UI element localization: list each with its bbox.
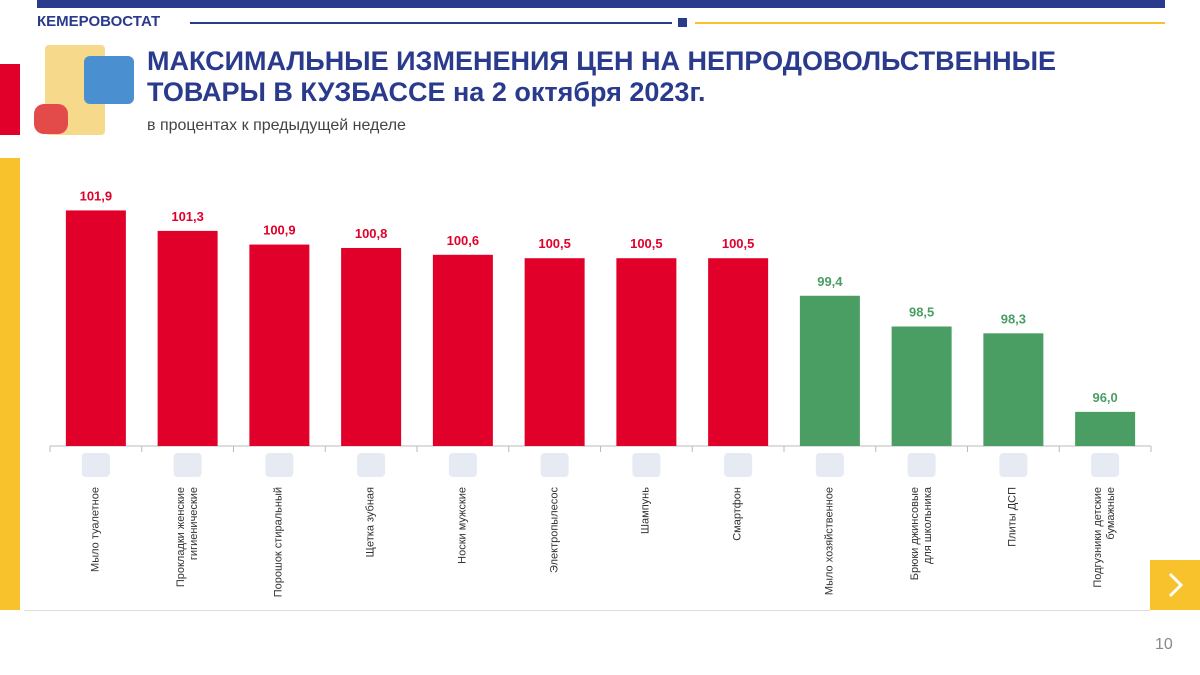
category-icon	[1091, 453, 1120, 477]
x-tick-label: Мыло туалетное	[89, 487, 102, 572]
category-icon	[540, 453, 569, 477]
title-illustration	[34, 104, 68, 134]
x-tick-label: Смартфон	[731, 487, 744, 541]
bar	[799, 295, 860, 446]
category-icon	[632, 453, 661, 477]
x-tick-label: Брюки джинсовые для школьника	[908, 487, 934, 581]
x-tick-label: Плиты ДСП	[1006, 487, 1019, 547]
data-label: 100,5	[630, 236, 663, 251]
title-illustration	[84, 56, 134, 104]
category-icon	[173, 453, 202, 477]
bar	[524, 258, 585, 446]
category-icon	[724, 453, 753, 477]
x-tick-label: Порошок стиральный	[272, 487, 285, 598]
x-tick-label: Мыло хозяйственное	[823, 487, 836, 596]
data-label: 100,8	[355, 226, 388, 241]
data-label: 101,3	[171, 209, 204, 224]
x-tick-label: Электропылесос	[548, 487, 561, 573]
category-icon	[999, 453, 1028, 477]
side-accent	[0, 158, 20, 610]
x-tick-label: Подгузники детские бумажные	[1092, 487, 1118, 588]
data-label: 98,5	[909, 305, 934, 320]
bar	[1075, 411, 1136, 446]
category-icon	[815, 453, 844, 477]
next-arrow[interactable]	[1150, 560, 1200, 610]
x-tick-label: Носки мужские	[456, 487, 469, 564]
rule	[190, 22, 672, 24]
page-number: 10	[1155, 636, 1173, 653]
bar	[708, 258, 769, 446]
data-label: 98,3	[1001, 311, 1026, 326]
category-icon	[448, 453, 477, 477]
data-label: 100,5	[538, 236, 571, 251]
bar	[983, 333, 1044, 446]
category-icon	[907, 453, 936, 477]
chart-title: МАКСИМАЛЬНЫЕ ИЗМЕНЕНИЯ ЦЕН НА НЕПРОДОВОЛ…	[147, 46, 1057, 107]
data-label: 101,9	[80, 188, 113, 203]
bar	[157, 230, 218, 446]
x-tick-label: Прокладки женские гигиенические	[174, 487, 200, 588]
data-label: 99,4	[817, 274, 843, 289]
bar	[65, 210, 126, 446]
top-bar	[37, 0, 1165, 8]
data-label: 100,9	[263, 223, 296, 238]
bar	[432, 254, 493, 446]
bar	[249, 244, 310, 446]
category-icon	[265, 453, 294, 477]
org-name: КЕМЕРОВОСТАТ	[37, 13, 161, 30]
rule	[695, 22, 1165, 24]
category-icon	[357, 453, 386, 477]
next-button[interactable]	[1150, 560, 1200, 610]
x-tick-label: Щетка зубная	[364, 487, 377, 558]
category-icon	[81, 453, 110, 477]
footer-rule	[24, 610, 1150, 611]
data-label: 100,5	[722, 236, 755, 251]
bar	[341, 247, 402, 446]
data-label: 100,6	[447, 233, 480, 248]
side-accent	[0, 64, 20, 135]
bar	[891, 326, 952, 446]
rule-square	[678, 18, 687, 27]
bar	[616, 258, 677, 446]
data-label: 96,0	[1092, 390, 1117, 405]
x-tick-label: Шампунь	[639, 487, 652, 535]
chart-subtitle: в процентах к предыдущей неделе	[147, 117, 406, 134]
